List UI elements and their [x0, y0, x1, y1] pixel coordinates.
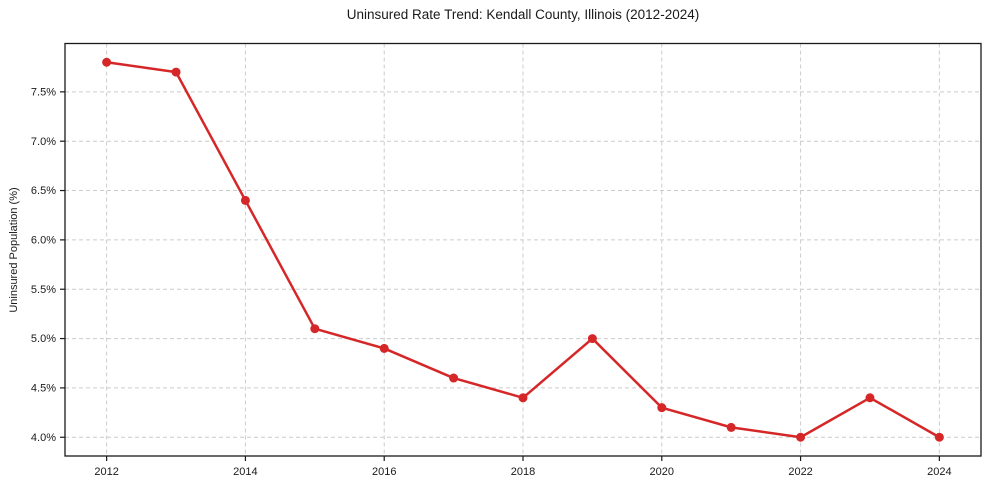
y-tick-label: 4.5% [31, 383, 56, 395]
y-tick-label: 4.0% [31, 432, 56, 444]
x-tick-label: 2020 [650, 466, 674, 478]
data-point-2014 [240, 195, 250, 205]
data-point-2024 [934, 432, 944, 442]
data-point-2016 [379, 343, 389, 353]
y-tick-label: 6.0% [31, 235, 56, 247]
data-point-2022 [796, 432, 806, 442]
data-point-2019 [587, 334, 597, 344]
chart-title: Uninsured Rate Trend: Kendall County, Il… [346, 7, 700, 22]
x-tick-label: 2018 [511, 466, 535, 478]
y-tick-label: 7.0% [31, 136, 56, 148]
x-tick-label: 2016 [372, 466, 396, 478]
data-point-2013 [171, 67, 181, 77]
data-point-2017 [449, 373, 459, 383]
data-point-2023 [865, 393, 875, 403]
data-point-2018 [518, 393, 528, 403]
data-point-2020 [657, 403, 667, 413]
y-tick-label: 6.5% [31, 185, 56, 197]
y-tick-label: 5.0% [31, 333, 56, 345]
x-tick-label: 2022 [788, 466, 812, 478]
x-tick-label: 2014 [233, 466, 257, 478]
x-tick-label: 2012 [94, 466, 118, 478]
data-point-2015 [310, 324, 320, 334]
plot-border [64, 42, 982, 457]
data-point-2012 [102, 57, 112, 67]
y-tick-label: 5.5% [31, 284, 56, 296]
y-tick-label: 7.5% [31, 86, 56, 98]
x-tick-label: 2024 [927, 466, 951, 478]
data-point-2021 [726, 422, 736, 432]
